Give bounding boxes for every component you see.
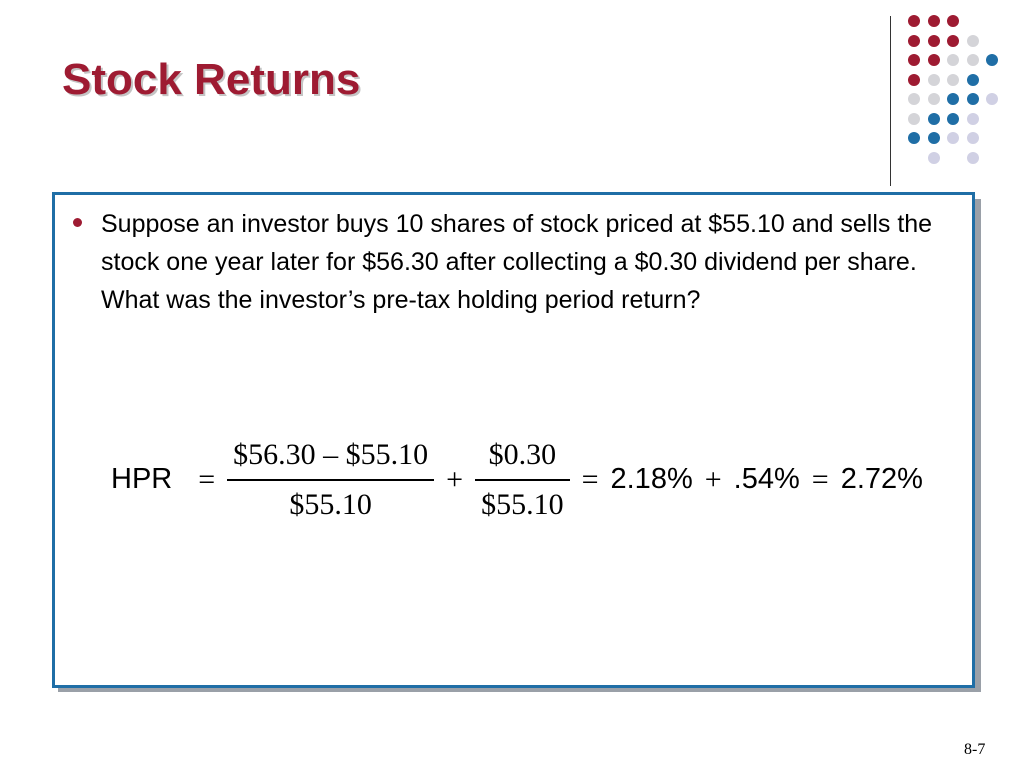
decorative-dot — [947, 34, 959, 47]
fraction-denominator: $55.10 — [289, 487, 372, 521]
decorative-dot — [908, 112, 920, 125]
decorative-dot — [908, 15, 920, 27]
decorative-dot — [908, 73, 920, 86]
content-panel: Suppose an investor buys 10 shares of st… — [52, 192, 975, 688]
decorative-dot — [986, 93, 998, 105]
fraction-dividend: $0.30 $55.10 — [475, 435, 570, 525]
decorative-dot — [908, 34, 920, 47]
fraction-bar — [227, 479, 435, 481]
fraction-bar — [475, 479, 570, 481]
formula-equals: = — [811, 462, 829, 496]
decorative-dot — [927, 34, 940, 47]
hpr-formula: HPR = $56.30 – $55.10 $55.10 + $0.30 $55… — [111, 435, 923, 525]
decorative-dot — [947, 15, 959, 27]
decorative-dot-grid — [908, 15, 1008, 165]
decorative-dot — [966, 132, 979, 144]
fraction-numerator: $0.30 — [488, 438, 557, 471]
fraction-price-change: $56.30 – $55.10 $55.10 — [227, 435, 435, 525]
fraction-numerator: $56.30 – $55.10 — [233, 438, 429, 471]
hpr-result: 2.72% — [840, 463, 923, 496]
decorative-dot — [927, 93, 940, 105]
decorative-dot — [908, 93, 920, 105]
bullet-dot-icon — [73, 218, 82, 227]
page-number: 8-7 — [964, 741, 986, 758]
decorative-dot — [966, 151, 979, 164]
decorative-dot — [927, 132, 940, 144]
decorative-dot — [947, 112, 959, 125]
decorative-dot — [966, 93, 979, 105]
formula-lhs: HPR — [111, 463, 173, 496]
decorative-dot — [986, 54, 998, 66]
decorative-dot — [966, 54, 979, 66]
slide-title: Stock Returns — [62, 55, 361, 104]
decorative-dot — [927, 54, 940, 66]
decorative-dot — [927, 15, 940, 27]
formula-equals: = — [581, 462, 599, 496]
decorative-dot — [947, 132, 959, 144]
capital-gain-yield: 2.18% — [610, 463, 693, 496]
formula-equals: = — [198, 462, 216, 496]
vertical-divider — [890, 16, 891, 186]
bullet-text: Suppose an investor buys 10 shares of st… — [101, 210, 933, 314]
formula-plus: + — [704, 462, 722, 496]
dividend-yield: .54% — [733, 463, 800, 496]
decorative-dot — [947, 54, 959, 66]
decorative-dot — [927, 151, 940, 164]
decorative-dot — [947, 93, 959, 105]
decorative-dot — [908, 54, 920, 66]
decorative-dot — [947, 73, 959, 86]
formula-plus: + — [446, 462, 464, 496]
fraction-denominator: $55.10 — [481, 487, 564, 521]
bullet-item: Suppose an investor buys 10 shares of st… — [73, 205, 953, 319]
decorative-dot — [966, 73, 979, 86]
decorative-dot — [927, 73, 940, 86]
decorative-dot — [927, 112, 940, 125]
decorative-dot — [966, 112, 979, 125]
decorative-dot — [966, 34, 979, 47]
decorative-dot — [908, 132, 920, 144]
